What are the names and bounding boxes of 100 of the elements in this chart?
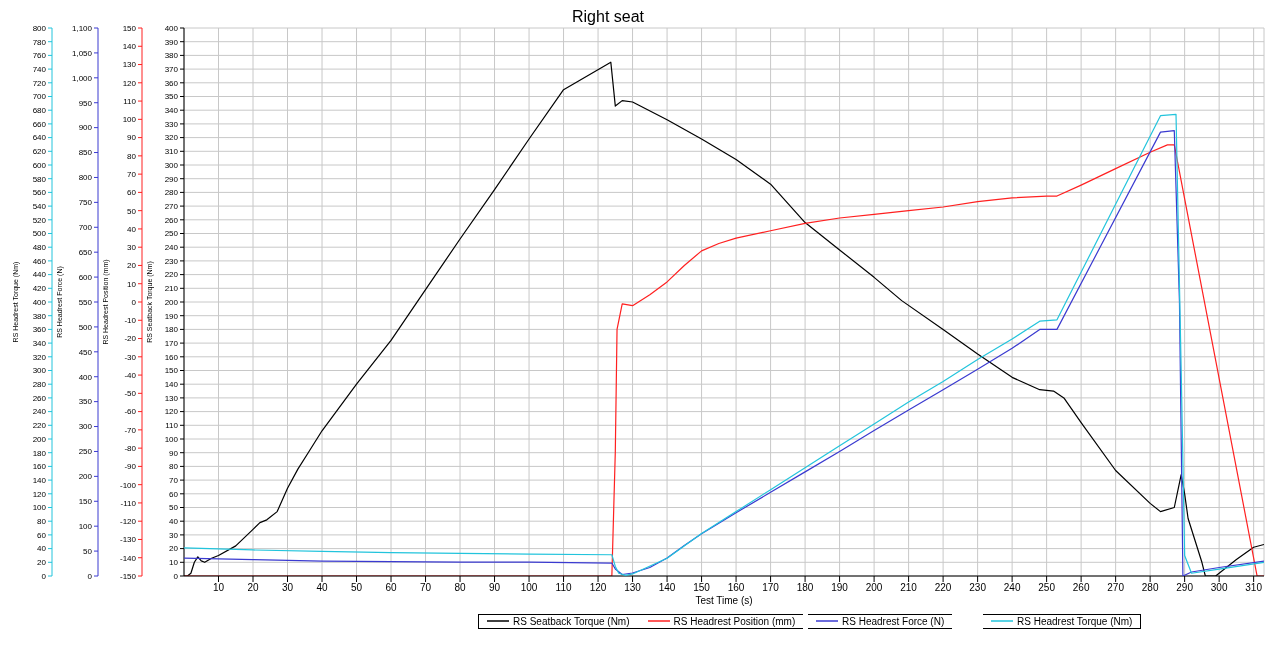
y-tick-label: 660: [32, 119, 47, 129]
y-tick-label: 550: [78, 297, 93, 307]
x-tick-label: 310: [1245, 582, 1263, 594]
x-tick-label: 50: [350, 582, 363, 594]
y-tick-label: 150: [78, 497, 93, 507]
x-tick-label: 240: [1003, 582, 1021, 594]
y2-tick-label: 70: [127, 169, 137, 179]
y-tick-label: 720: [32, 78, 47, 88]
y-tick-label: 500: [32, 229, 47, 239]
y-tick-label: 500: [78, 322, 93, 332]
y-tick-label: 400: [164, 23, 179, 33]
x-tick-label: 160: [727, 582, 745, 594]
x-tick-label: 60: [385, 582, 398, 594]
y2-tick-label: 90: [127, 133, 137, 143]
y2-tick-label: 120: [122, 78, 137, 88]
y-tick-label: 380: [164, 51, 179, 61]
y2-tick-label: -100: [119, 480, 137, 490]
y-tick-label: 600: [32, 160, 47, 170]
x-tick-label: 130: [624, 582, 642, 594]
y-tick-label: 320: [164, 133, 179, 143]
y-tick-label: 100: [164, 434, 179, 444]
y-tick-label: 370: [164, 64, 179, 74]
y2-tick-label: 140: [122, 42, 137, 52]
y2-tick-label: -130: [119, 535, 137, 545]
y-tick-label: 350: [164, 92, 179, 102]
x-tick-label: 80: [454, 582, 467, 594]
y-tick-label: 40: [37, 544, 47, 554]
x-tick-label: 110: [555, 582, 572, 594]
y-tick-label: 0: [41, 571, 47, 581]
y2-tick-label: 110: [123, 96, 137, 106]
legend-label: RS Headrest Torque (Nm): [1017, 615, 1133, 627]
chart-title: Right seat: [570, 8, 645, 26]
y-tick-label: 200: [164, 297, 179, 307]
x-tick-label: 270: [1107, 582, 1125, 594]
y-tick-label: 260: [32, 393, 47, 403]
y-tick-label: 600: [78, 272, 93, 282]
y-tick-label: 400: [78, 372, 93, 382]
y-tick-label: 1,050: [71, 48, 93, 58]
y-tick-label: 70: [169, 475, 179, 485]
x-tick-label: 220: [934, 582, 952, 594]
y-tick-label: 280: [32, 380, 47, 390]
y-tick-label: 850: [78, 148, 93, 158]
y-tick-label: 240: [32, 407, 47, 417]
x-tick-label: 300: [1210, 582, 1228, 594]
x-tick-label: 10: [212, 582, 225, 594]
y-tick-label: 620: [32, 147, 47, 157]
y-tick-label: 340: [32, 338, 47, 348]
y-tick-label: 1,000: [71, 73, 93, 83]
y-tick-label: 450: [78, 347, 93, 357]
x-axis-title: Test Time (s): [695, 595, 753, 606]
y-tick-label: 160: [164, 352, 179, 362]
y2-tick-label: 100: [122, 115, 137, 125]
y2-tick-label: 40: [127, 224, 137, 234]
y2-tick-label: -60: [124, 407, 137, 417]
y2-tick-label: -70: [124, 425, 137, 435]
x-tick-label: 120: [589, 582, 607, 594]
y-tick-label: 440: [32, 270, 47, 280]
y2-tick-label: 50: [127, 206, 137, 216]
y2-tick-label: -110: [120, 498, 137, 508]
y2-tick-label: -40: [124, 370, 137, 380]
y-tick-label: 330: [164, 119, 179, 129]
y2-tick-label: -140: [119, 553, 137, 563]
y-tick-label: 680: [32, 106, 47, 116]
y-tick-label: 460: [32, 256, 47, 266]
y-tick-label: 110: [165, 421, 179, 431]
x-tick-label: 40: [316, 582, 329, 594]
y-tick-label: 900: [78, 123, 93, 133]
x-tick-label: 30: [281, 582, 294, 594]
x-tick-label: 260: [1072, 582, 1090, 594]
y-tick-label: 650: [78, 248, 93, 258]
y2-tick-label: -120: [119, 517, 137, 527]
y-tick-label: 120: [164, 407, 179, 417]
y-tick-label: 800: [78, 173, 93, 183]
y-tick-label: 180: [164, 325, 179, 335]
y-tick-label: 320: [32, 352, 47, 362]
y-tick-label: 400: [32, 297, 47, 307]
y-tick-label: 700: [32, 92, 47, 102]
legend-label: RS Headrest Force (N): [842, 615, 945, 627]
y-tick-label: 120: [32, 489, 47, 499]
x-tick-label: 290: [1176, 582, 1194, 594]
x-tick-label: 70: [419, 582, 432, 594]
y-tick-label: 380: [32, 311, 47, 321]
x-tick-label: 20: [247, 582, 260, 594]
x-tick-label: 210: [900, 582, 918, 594]
y-tick-label: 1,100: [71, 23, 93, 33]
y-tick-label: 150: [164, 366, 179, 376]
y-tick-label: 250: [164, 229, 179, 239]
y-tick-label: 10: [169, 558, 179, 568]
y2-tick-label: 0: [131, 297, 137, 307]
y-tick-label: 100: [32, 503, 47, 513]
y-tick-label: 230: [164, 256, 179, 266]
y-tick-label: 340: [164, 106, 179, 116]
y-tick-label: 360: [32, 325, 47, 335]
y2-tick-label: 80: [127, 151, 137, 161]
y-tick-label: 800: [32, 23, 47, 33]
y2-tick-label: 60: [127, 188, 137, 198]
y-tick-label: 560: [32, 188, 47, 198]
y-tick-label: 90: [169, 448, 179, 458]
y-tick-label: 100: [78, 522, 93, 532]
y-tick-label: 290: [164, 174, 179, 184]
